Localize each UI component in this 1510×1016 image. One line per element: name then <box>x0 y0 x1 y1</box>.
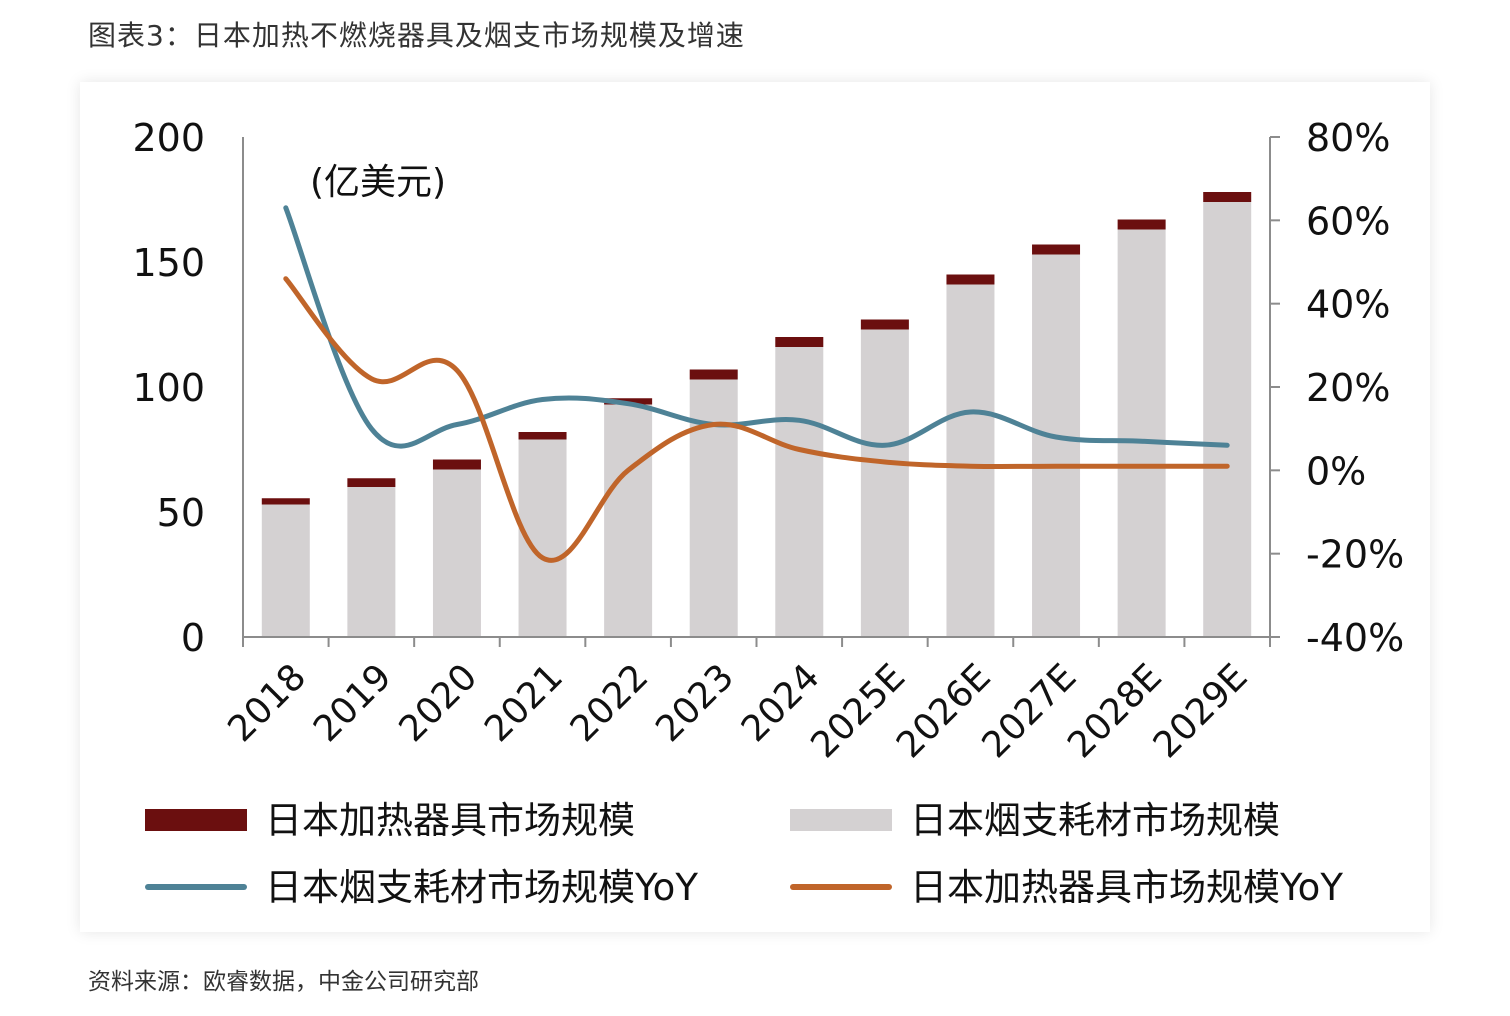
bar-devices-2025E <box>860 319 909 330</box>
left-tick-label-150: 150 <box>132 241 205 285</box>
x-tick-label-2018: 2018 <box>220 656 314 750</box>
bar-consumables-2019 <box>347 487 396 637</box>
x-tick-label-2020: 2020 <box>392 656 486 750</box>
bar-consumables-2022 <box>604 404 653 637</box>
legend-label-3: 日本烟支耗材市场规模YoY <box>265 866 698 909</box>
x-tick-label-2021: 2021 <box>477 656 571 750</box>
line-series-2 <box>283 276 1230 563</box>
right-tick-label-0: -40% <box>1306 616 1404 660</box>
figure-source: 资料来源：欧睿数据，中金公司研究部 <box>88 969 479 995</box>
left-tick-label-50: 50 <box>157 491 205 535</box>
bar-consumables-2028E <box>1117 229 1166 637</box>
bar-devices-2021 <box>518 432 567 440</box>
bar-consumables-2024 <box>775 347 824 637</box>
bar-devices-2020 <box>432 459 481 470</box>
x-tick-label-2019: 2019 <box>306 656 400 750</box>
bar-devices-2028E <box>1117 219 1166 230</box>
bar-devices-2027E <box>1032 244 1081 255</box>
bar-consumables-2026E <box>946 284 995 637</box>
bar-devices-2029E <box>1203 192 1252 202</box>
right-tick-label-3: 20% <box>1306 366 1390 410</box>
x-tick-label-2023: 2023 <box>648 656 742 750</box>
x-tick-label-2025E: 2025E <box>803 656 913 766</box>
unit-label: (亿美元) <box>310 162 446 203</box>
bar-consumables-2018 <box>261 504 310 637</box>
x-tick-label-2028E: 2028E <box>1060 656 1170 766</box>
bar-consumables-2025E <box>860 329 909 637</box>
bar-devices-2023 <box>689 369 738 380</box>
bar-devices-2026E <box>946 274 995 285</box>
bar-consumables-2020 <box>432 469 481 637</box>
right-tick-label-5: 60% <box>1306 199 1390 243</box>
legend-swatch-1 <box>145 809 247 831</box>
legend-label-1: 日本加热器具市场规模 <box>265 799 635 842</box>
x-tick-label-2027E: 2027E <box>975 656 1085 766</box>
bar-devices-2024 <box>775 337 824 347</box>
bars-group <box>261 192 1252 637</box>
lines-group <box>283 205 1230 563</box>
right-tick-label-2: 0% <box>1306 449 1366 493</box>
legend-label-2: 日本烟支耗材市场规模 <box>910 799 1280 842</box>
bar-consumables-2029E <box>1203 202 1252 637</box>
left-tick-label-0: 0 <box>181 616 205 660</box>
left-tick-label-100: 100 <box>132 366 205 410</box>
x-tick-label-2022: 2022 <box>563 656 657 750</box>
legend-label-4: 日本加热器具市场规模YoY <box>910 866 1343 909</box>
bar-consumables-2027E <box>1032 254 1081 637</box>
figure-title: 图表3：日本加热不燃烧器具及烟支市场规模及增速 <box>88 19 745 52</box>
right-tick-label-6: 80% <box>1306 116 1390 160</box>
chart-panel: 0 50 100 150 200 -40% -20% 0% 20% 40% 60% 80% 2018 20… <box>80 82 1430 932</box>
right-tick-label-4: 40% <box>1306 283 1390 327</box>
bar-consumables-2023 <box>689 379 738 637</box>
right-tick-label-1: -20% <box>1306 533 1404 577</box>
line-series-1 <box>283 205 1230 449</box>
x-tick-label-2029E: 2029E <box>1146 656 1256 766</box>
chart-svg: 050100150200-40%-20%0%20%40%60%80%201820… <box>132 116 1404 909</box>
left-tick-label-200: 200 <box>132 116 205 160</box>
bar-devices-2019 <box>347 478 396 487</box>
bar-devices-2018 <box>261 498 310 505</box>
legend-swatch-2 <box>790 809 892 831</box>
x-tick-label-2026E: 2026E <box>889 656 999 766</box>
